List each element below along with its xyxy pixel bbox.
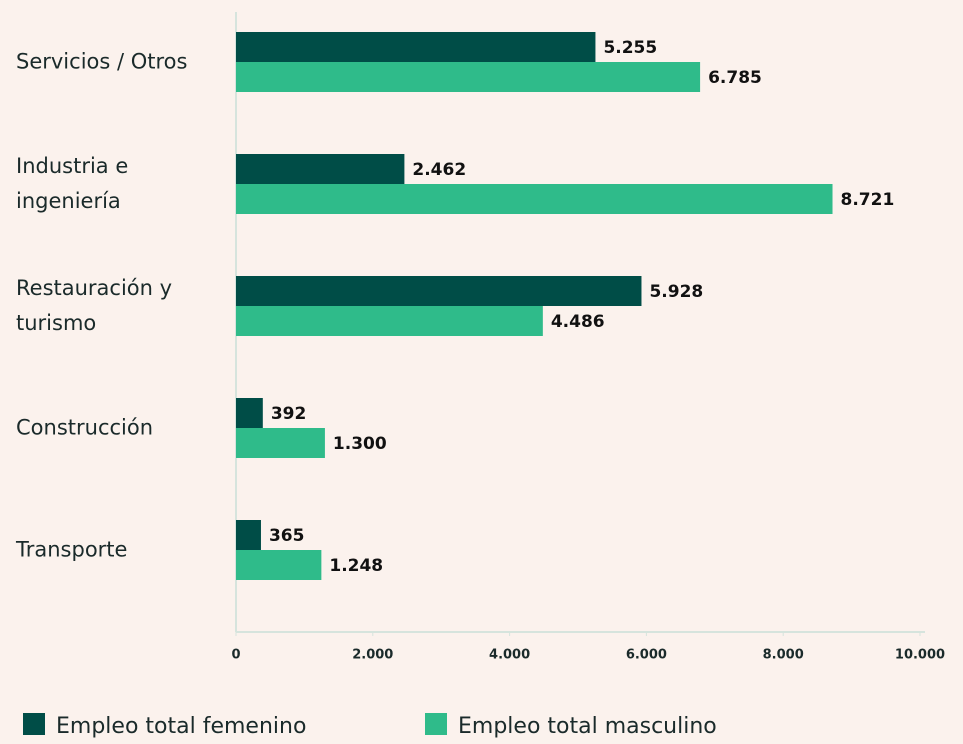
value-label: 6.785 — [708, 68, 762, 88]
bar — [236, 306, 543, 336]
x-tick-label: 2.000 — [352, 648, 393, 663]
category-label: Industria e ingeniería — [16, 154, 129, 213]
x-tick-label: 0 — [231, 648, 240, 663]
bar — [236, 520, 261, 550]
bar — [236, 276, 642, 306]
x-tick-label: 10.000 — [895, 648, 945, 663]
x-tick-label: 6.000 — [626, 648, 667, 663]
bar — [236, 62, 701, 92]
category-label: Servicios / Otros — [16, 49, 188, 74]
value-label: 1.248 — [329, 556, 383, 576]
value-label: 365 — [269, 526, 305, 546]
bar — [236, 550, 322, 580]
bar — [236, 398, 263, 428]
value-label: 2.462 — [412, 160, 466, 180]
category-label: Transporte — [16, 537, 128, 562]
category-label: Construcción — [16, 415, 154, 440]
legend-swatch — [425, 713, 447, 735]
x-tick-label: 4.000 — [489, 648, 530, 663]
legend-swatch — [23, 713, 45, 735]
category-label: Restauración y turismo — [16, 276, 173, 335]
x-tick-label: 8.000 — [763, 648, 804, 663]
bar — [236, 154, 405, 184]
value-label: 4.486 — [551, 312, 605, 332]
legend-label: Empleo total masculino — [458, 714, 717, 739]
bar — [236, 184, 833, 214]
value-label: 8.721 — [841, 190, 895, 210]
value-label: 5.928 — [649, 282, 703, 302]
value-label: 392 — [271, 404, 307, 424]
legend-label: Empleo total femenino — [56, 714, 306, 739]
value-label: 5.255 — [603, 38, 657, 58]
bar — [236, 32, 596, 62]
value-label: 1.300 — [333, 434, 387, 454]
bar — [236, 428, 325, 458]
